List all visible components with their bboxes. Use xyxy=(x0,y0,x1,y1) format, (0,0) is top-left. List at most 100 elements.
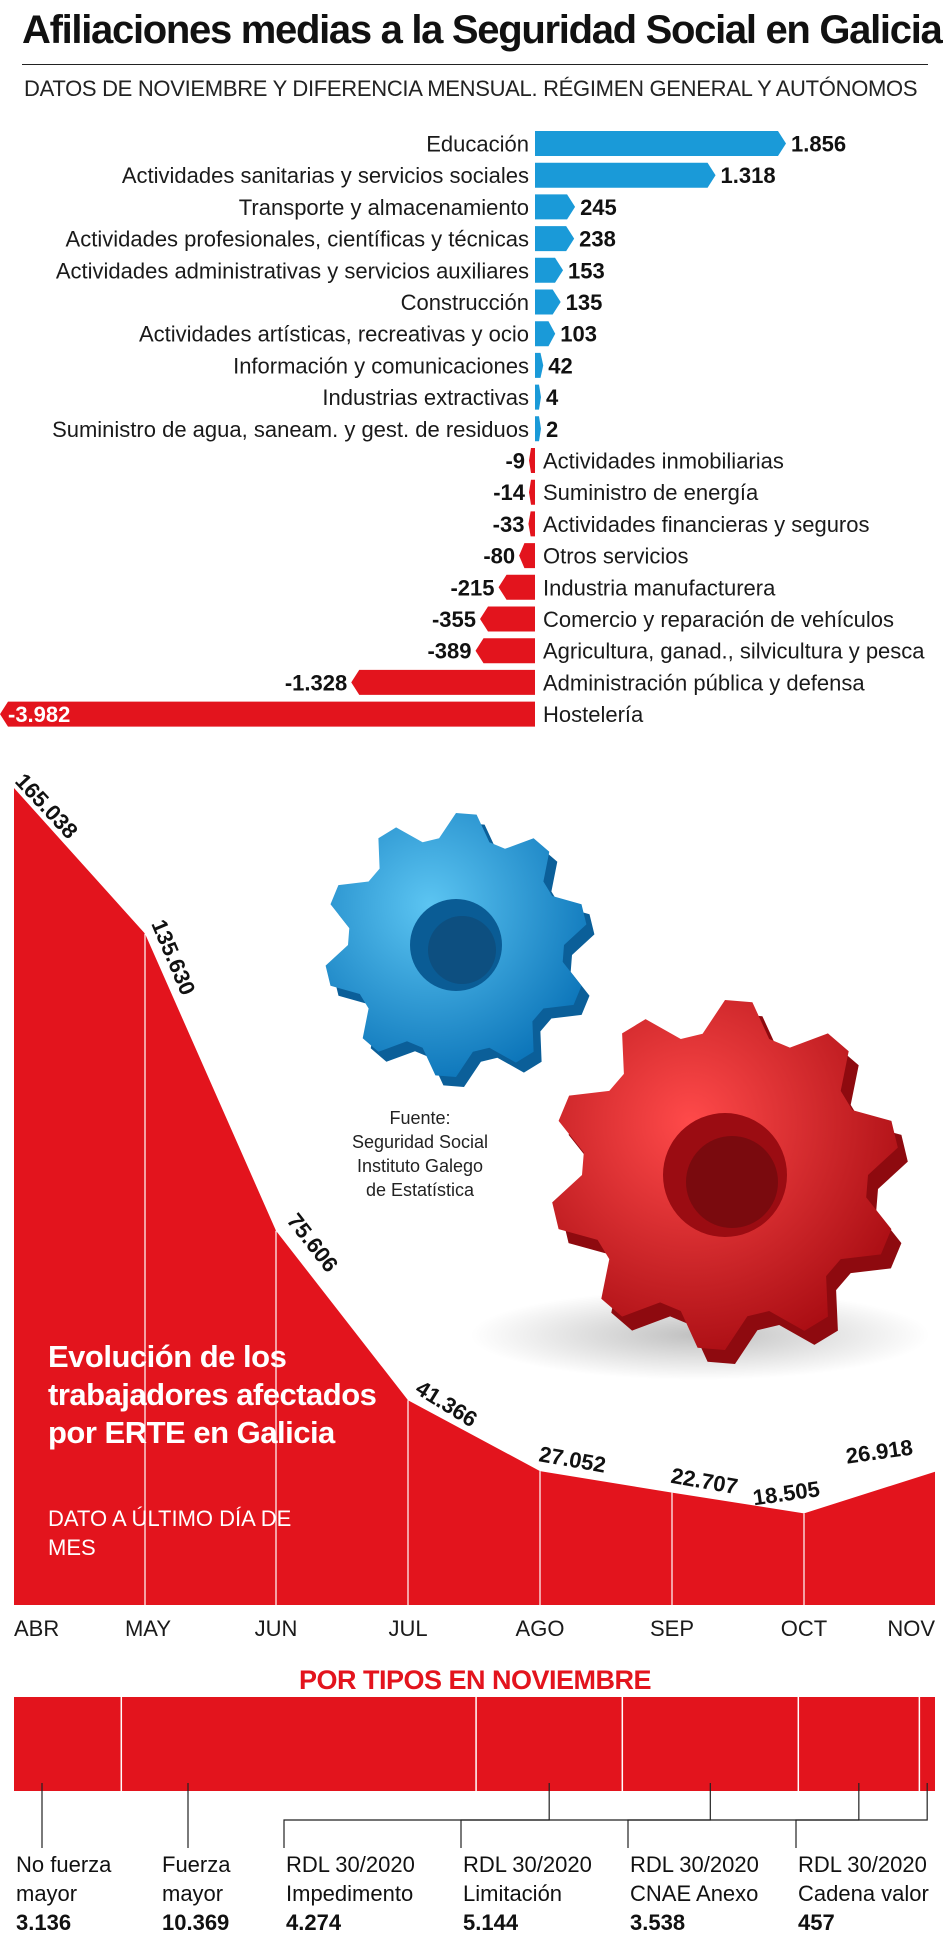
month-label: SEP xyxy=(650,1616,694,1641)
erte-area xyxy=(14,788,935,1605)
value-label: 2 xyxy=(546,417,558,442)
category-label: Comercio y reparación de vehículos xyxy=(543,607,894,632)
value-label: 245 xyxy=(580,195,617,220)
category-label: Administración pública y defensa xyxy=(543,670,865,695)
page-subtitle: DATOS DE NOVIEMBRE Y DIFERENCIA MENSUAL.… xyxy=(24,76,918,101)
bar xyxy=(529,479,535,505)
value-label: -1.328 xyxy=(285,670,347,695)
category-label: Otros servicios xyxy=(543,544,688,569)
type-value: 457 xyxy=(798,1910,835,1935)
type-segment xyxy=(798,1697,920,1791)
bar xyxy=(535,384,541,410)
value-label: 1.318 xyxy=(721,163,776,188)
bar xyxy=(535,321,556,347)
value-label: -33 xyxy=(493,512,525,537)
bar xyxy=(535,131,786,156)
month-label: NOV xyxy=(887,1616,935,1641)
type-segment xyxy=(919,1697,935,1791)
erte-area-fill xyxy=(14,788,935,1605)
source-line: Instituto Galego xyxy=(356,1156,484,1176)
type-label-line: Fuerza xyxy=(162,1852,231,1877)
bar xyxy=(535,162,716,188)
type-label-line: Cadena valor xyxy=(798,1881,929,1906)
type-segment xyxy=(14,1697,122,1791)
type-label-line: mayor xyxy=(16,1881,78,1906)
type-label-line: Limitación xyxy=(463,1881,563,1906)
type-leader-line xyxy=(283,1783,550,1848)
bar xyxy=(498,574,535,600)
bar xyxy=(529,448,535,473)
category-label: Actividades administrativas y servicios … xyxy=(56,258,529,283)
type-leader-line xyxy=(627,1783,860,1848)
value-label: -14 xyxy=(493,480,526,505)
category-label: Agricultura, ganad., silvicultura y pesc… xyxy=(543,639,925,664)
type-value: 10.369 xyxy=(162,1910,230,1935)
gears-illustration xyxy=(325,813,930,1380)
category-label: Actividades financieras y seguros xyxy=(543,512,870,537)
source-line: Fuente: xyxy=(389,1108,451,1128)
type-label-line: CNAE Anexo xyxy=(630,1881,759,1906)
type-label: Fuerza mayor 10.369 xyxy=(162,1850,230,1937)
category-label: Información y comunicaciones xyxy=(233,353,529,378)
month-label: JUL xyxy=(388,1616,427,1641)
erte-chart-subtitle: DATO A ÚLTIMO DÍA DE MES xyxy=(48,1506,292,1560)
type-leader-line xyxy=(460,1783,711,1848)
red-gear-hole-inner xyxy=(686,1136,778,1228)
bar xyxy=(535,194,576,220)
erte-value-label: 18.505 xyxy=(751,1476,821,1510)
page-title: Afiliaciones medias a la Seguridad Socia… xyxy=(22,8,943,52)
type-segment xyxy=(121,1697,477,1791)
category-label: Suministro de energía xyxy=(543,480,759,505)
bar xyxy=(535,289,561,315)
erte-value-label: 26.918 xyxy=(844,1435,914,1469)
value-label: -355 xyxy=(432,607,476,632)
type-label-line: Impedimento xyxy=(286,1881,414,1906)
month-label: ABR xyxy=(14,1616,59,1641)
value-label: 153 xyxy=(568,258,605,283)
bar xyxy=(475,638,535,664)
category-label: Actividades sanitarias y servicios socia… xyxy=(122,163,529,188)
bar xyxy=(528,511,535,537)
type-label-line: RDL 30/2020 xyxy=(463,1852,592,1877)
bar xyxy=(535,226,575,252)
category-label: Suministro de agua, saneam. y gest. de r… xyxy=(52,417,529,442)
bar xyxy=(535,416,541,442)
types-chart-title: POR TIPOS EN NOVIEMBRE xyxy=(298,1665,652,1695)
value-label: -9 xyxy=(505,449,525,474)
category-label: Actividades artísticas, recreativas y oc… xyxy=(139,322,529,347)
type-label-line: RDL 30/2020 xyxy=(798,1852,927,1877)
type-label-line: mayor xyxy=(162,1881,224,1906)
source-line: Seguridad Social xyxy=(351,1132,489,1152)
bar xyxy=(535,352,544,378)
month-label: JUN xyxy=(255,1616,298,1641)
type-label: RDL 30/2020 Impedimento 4.274 xyxy=(286,1850,415,1937)
bar xyxy=(351,669,535,695)
category-label: Construcción xyxy=(401,290,529,315)
type-label-line: RDL 30/2020 xyxy=(630,1852,759,1877)
types-stacked-bar xyxy=(14,1697,935,1848)
category-label: Actividades profesionales, científicas y… xyxy=(66,227,529,252)
type-label: RDL 30/2020 CNAE Anexo 3.538 xyxy=(630,1850,759,1937)
value-label: 1.856 xyxy=(791,132,846,157)
value-label: 238 xyxy=(579,227,616,252)
bar xyxy=(0,701,535,727)
bar xyxy=(535,257,564,283)
sector-bar-chart: Educación 1.856 Actividades sanitarias y s… xyxy=(0,131,925,727)
value-label: 135 xyxy=(566,290,603,315)
type-label-line: No fuerza xyxy=(16,1852,112,1877)
type-leader-line xyxy=(795,1783,928,1848)
type-segment xyxy=(476,1697,623,1791)
source-line: de Estatística xyxy=(365,1180,475,1200)
month-label: AGO xyxy=(516,1616,565,1641)
category-label: Educación xyxy=(426,132,529,157)
bar xyxy=(480,606,535,632)
category-label: Hostelería xyxy=(543,702,644,727)
type-value: 4.274 xyxy=(286,1910,342,1935)
type-value: 5.144 xyxy=(463,1910,519,1935)
value-label: -3.982 xyxy=(8,702,70,727)
value-label: 4 xyxy=(546,385,559,410)
category-label: Industria manufacturera xyxy=(543,575,776,600)
erte-month-labels: ABR MAY JUN JUL AGO SEP OCT NOV xyxy=(14,1616,935,1641)
